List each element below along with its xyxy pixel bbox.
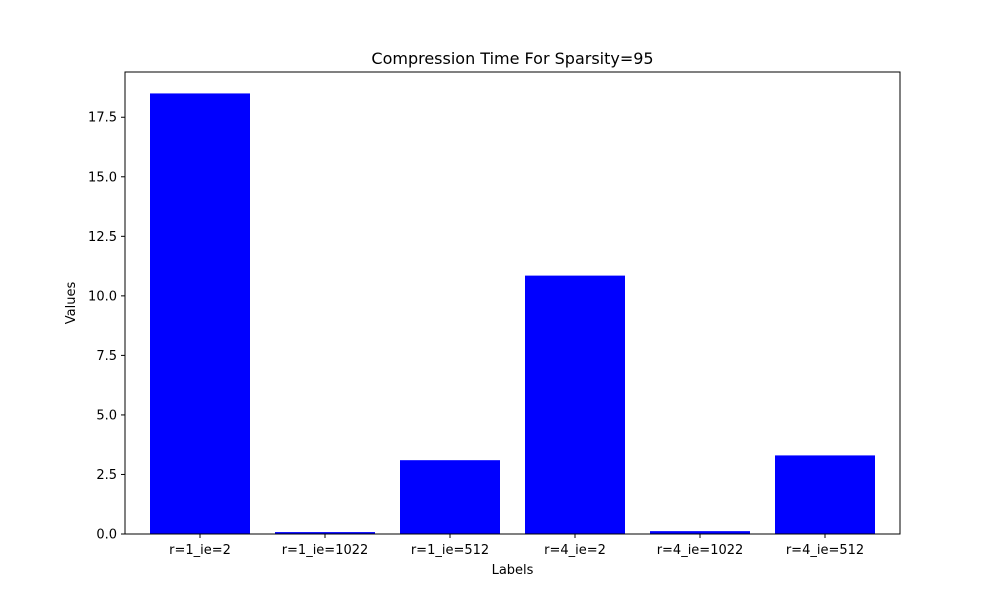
y-tick-label: 2.5 [96, 468, 117, 483]
bar-r=1_ie=512 [400, 460, 500, 534]
chart-title: Compression Time For Sparsity=95 [371, 49, 653, 68]
y-tick-label: 7.5 [96, 349, 117, 364]
x-tick-label: r=1_ie=1022 [282, 543, 369, 558]
bar-r=4_ie=2 [525, 275, 625, 534]
bar-r=1_ie=1022 [275, 532, 375, 534]
bars-group [150, 93, 875, 535]
x-tick-label: r=1_ie=512 [411, 543, 489, 558]
bar-r=4_ie=512 [775, 455, 875, 534]
x-tick-label: r=4_ie=512 [786, 543, 864, 558]
x-axis-ticks: r=1_ie=2 r=1_ie=1022 r=1_ie=512 r=4_ie=2 r=4… [169, 534, 864, 558]
y-axis-label: Values [64, 282, 79, 325]
x-tick-label: r=4_ie=2 [544, 543, 606, 558]
x-tick-label: r=4_ie=1022 [657, 543, 744, 558]
y-tick-label: 17.5 [88, 111, 117, 126]
y-tick-label: 10.0 [88, 289, 117, 304]
plot-frame [124, 71, 901, 535]
y-tick-label: 12.5 [88, 230, 117, 245]
x-axis-label: Labels [492, 563, 534, 578]
x-tick-label: r=1_ie=2 [169, 543, 231, 558]
y-tick-label: 15.0 [88, 170, 117, 185]
y-tick-label: 5.0 [96, 408, 117, 423]
y-axis-ticks: 0.0 2.5 5.0 7.5 10.0 12.5 15.0 17.5 [88, 111, 125, 543]
y-tick-label: 0.0 [96, 528, 117, 543]
bar-r=4_ie=1022 [650, 531, 750, 534]
bar-r=1_ie=2 [150, 93, 250, 535]
